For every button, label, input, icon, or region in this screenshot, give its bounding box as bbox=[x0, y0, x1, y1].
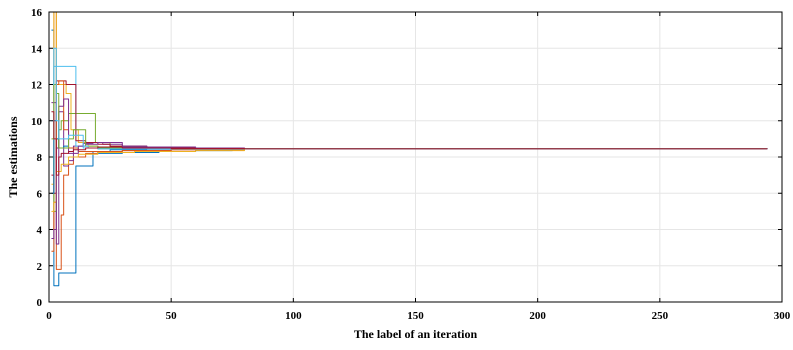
y-tick-label: 16 bbox=[31, 7, 43, 19]
y-axis-label: The estimations bbox=[6, 116, 20, 197]
y-tick-label: 12 bbox=[31, 80, 43, 92]
tick-group: 0 50 100 150 200 250 300 0 2 4 6 8 10 12 14 16 bbox=[31, 7, 791, 322]
y-tick-label: 6 bbox=[37, 188, 43, 200]
x-axis-label: The label of an iteration bbox=[354, 327, 478, 341]
series-line-13 bbox=[51, 47, 768, 150]
y-tick-label: 10 bbox=[31, 116, 43, 128]
x-tick-label: 0 bbox=[46, 310, 52, 322]
x-tick-label: 100 bbox=[285, 310, 302, 322]
y-tick-label: 2 bbox=[37, 261, 43, 273]
grid bbox=[48, 11, 783, 303]
y-tick-label: 4 bbox=[37, 225, 43, 237]
series-group bbox=[51, 11, 768, 287]
y-tick-label: 0 bbox=[37, 297, 43, 309]
y-tick-label: 8 bbox=[37, 152, 43, 164]
x-tick-label: 150 bbox=[407, 310, 424, 322]
x-tick-label: 250 bbox=[652, 310, 669, 322]
x-tick-label: 300 bbox=[774, 310, 791, 322]
x-tick-label: 50 bbox=[166, 310, 178, 322]
series-line-14 bbox=[51, 111, 768, 176]
y-tick-label: 14 bbox=[31, 43, 43, 55]
x-tick-label: 200 bbox=[529, 310, 546, 322]
